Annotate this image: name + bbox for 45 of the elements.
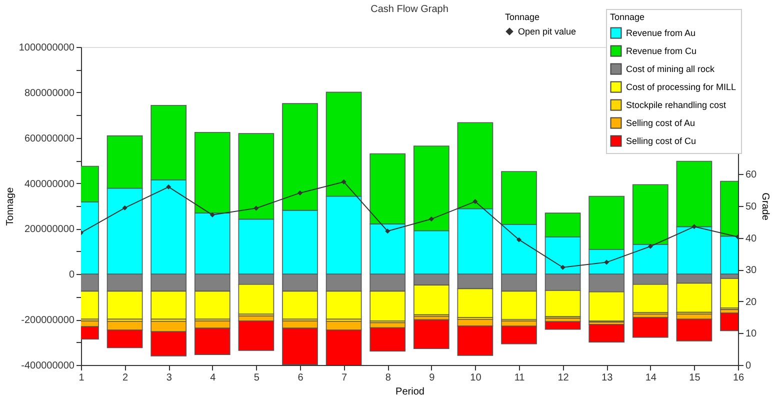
legend-title: Tonnage bbox=[610, 12, 645, 22]
x-tick-label: 6 bbox=[298, 372, 304, 384]
y-tick-label: 1000000000 bbox=[18, 42, 75, 54]
legend-label: Cost of mining all rock bbox=[626, 64, 716, 74]
x-tick-label: 7 bbox=[342, 372, 348, 384]
y-axis-title: Tonnage bbox=[4, 186, 16, 226]
y-tick-label: 400000000 bbox=[24, 178, 75, 190]
y2-tick-label: 20 bbox=[746, 296, 758, 308]
x-tick-label: 12 bbox=[558, 372, 570, 384]
x-tick-label: 8 bbox=[385, 372, 392, 384]
y2-tick-label: 0 bbox=[746, 360, 752, 372]
legend-label: Revenue from Cu bbox=[626, 46, 697, 56]
x-tick-label: 11 bbox=[514, 372, 526, 384]
legend-label: Revenue from Au bbox=[626, 28, 696, 38]
x-tick-label: 14 bbox=[645, 372, 657, 384]
x-tick-label: 13 bbox=[602, 372, 614, 384]
y-tick-label: 800000000 bbox=[24, 88, 75, 99]
y2-tick-label: 60 bbox=[746, 170, 758, 181]
y-tick-label: 600000000 bbox=[24, 133, 75, 144]
legend-label: Selling cost of Cu bbox=[626, 136, 696, 146]
x-tick-label: 4 bbox=[210, 372, 216, 384]
x-tick-label: 2 bbox=[122, 372, 129, 384]
legend-label: Stockpile rehandling cost bbox=[626, 100, 727, 110]
x-tick-label: 15 bbox=[689, 372, 701, 384]
x-tick-label: 5 bbox=[254, 372, 260, 384]
text: Tonnage bbox=[505, 12, 540, 22]
chart-title: Cash Flow Graph bbox=[370, 4, 448, 15]
y2-axis-title: Grade bbox=[760, 192, 771, 221]
x-tick-label: 16 bbox=[732, 372, 744, 384]
y-tick-label: 0 bbox=[68, 270, 75, 281]
legend-label: Selling cost of Au bbox=[626, 118, 696, 128]
x-tick-label: 10 bbox=[470, 372, 482, 384]
y2-tick-label: 50 bbox=[746, 202, 758, 212]
x-tick-label: 3 bbox=[166, 372, 172, 384]
x-axis-title: Period bbox=[396, 386, 424, 398]
y-tick-label: -400000000 bbox=[21, 360, 75, 372]
x-tick-label: 1 bbox=[78, 372, 85, 384]
y2-tick-label: 30 bbox=[746, 265, 758, 276]
x-tick-label: 9 bbox=[429, 372, 436, 384]
y2-tick-label: 10 bbox=[746, 328, 758, 340]
legend-label: Cost of processing for MILL bbox=[626, 82, 736, 92]
y2-tick-label: 40 bbox=[746, 233, 758, 244]
y-tick-label: -200000000 bbox=[21, 315, 75, 326]
y-tick-label: 200000000 bbox=[24, 224, 75, 236]
legend-label: Open pit value bbox=[518, 26, 576, 36]
